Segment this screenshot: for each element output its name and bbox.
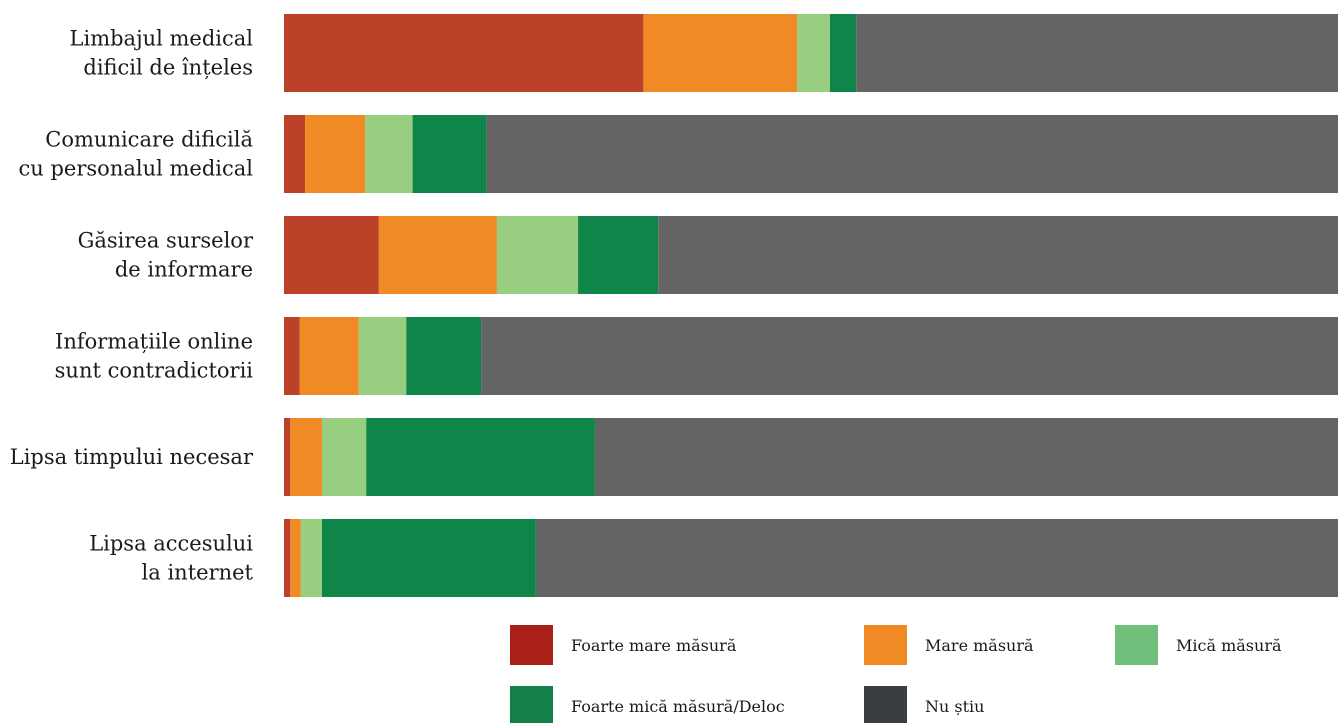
bar-segment [797, 14, 830, 92]
category-label-line: cu personalul medical [19, 157, 254, 181]
bar-segment [284, 115, 306, 193]
legend-item: Nu știu [864, 686, 984, 723]
category-label-line: Lipsa accesului [89, 532, 253, 556]
bar-segment [284, 216, 379, 294]
bar-segment [321, 519, 536, 597]
bar-segment [658, 216, 1338, 294]
bar-segment [366, 418, 595, 496]
legend-item: Mică măsură [1115, 625, 1282, 665]
legend: Foarte mare măsură Mare măsură Mică măsură… [510, 625, 1282, 723]
legend-label: Foarte mică măsură/Deloc [571, 697, 785, 716]
bar-segment [412, 115, 487, 193]
bar-segment [378, 216, 497, 294]
bar-segment [496, 216, 579, 294]
legend-item: Foarte mare măsură [510, 625, 737, 665]
legend-item: Foarte mică măsură/Deloc [510, 686, 785, 723]
category-label-line: sunt contradictorii [55, 359, 254, 383]
category-label-line: Găsirea surselor [78, 229, 254, 253]
bar-segment [594, 418, 1338, 496]
bar-segment [365, 115, 413, 193]
legend-swatch [864, 625, 907, 665]
bars-group [284, 14, 1338, 597]
bar-segment [535, 519, 1338, 597]
category-label-line: Informațiile online [55, 330, 253, 354]
bar-segment [290, 519, 301, 597]
bar-segment [300, 519, 322, 597]
category-label: Găsirea surselor de informare [78, 229, 254, 282]
bar-segment [358, 317, 407, 395]
category-label-line: Comunicare dificilă [45, 128, 253, 152]
bar-segment [643, 14, 798, 92]
legend-label: Foarte mare măsură [571, 636, 737, 655]
bar-segment [284, 418, 291, 496]
legend-swatch [1115, 625, 1158, 665]
legend-swatch [510, 686, 553, 723]
bar-segment [406, 317, 482, 395]
bar-segment [486, 115, 1338, 193]
bar-segment [481, 317, 1338, 395]
category-label: Lipsa accesului la internet [89, 532, 253, 585]
bar-segment [578, 216, 659, 294]
category-label-line: Limbajul medical [70, 27, 254, 51]
category-label-line: de informare [115, 258, 253, 282]
category-label: Lipsa timpului necesar [10, 445, 254, 469]
legend-swatch [510, 625, 553, 665]
bar-segment [284, 519, 291, 597]
bar-segment [290, 418, 322, 496]
bar-segment [305, 115, 366, 193]
bar-segment [829, 14, 857, 92]
category-label-line: Lipsa timpului necesar [10, 445, 254, 469]
category-label-line: la internet [142, 561, 254, 585]
category-label: Limbajul medical dificil de înțeles [70, 27, 254, 80]
category-label-line: dificil de înțeles [83, 56, 253, 80]
legend-label: Mare măsură [925, 636, 1034, 655]
category-label: Informațiile online sunt contradictorii [55, 330, 254, 383]
legend-label: Mică măsură [1176, 636, 1282, 655]
legend-label: Nu știu [925, 697, 984, 716]
category-label: Comunicare dificilă cu personalul medical [19, 128, 254, 181]
bar-segment [321, 418, 367, 496]
category-labels: Limbajul medical dificil de înțeles Comuni… [10, 27, 254, 585]
bar-segment [299, 317, 359, 395]
legend-swatch [864, 686, 907, 723]
bar-segment [284, 14, 644, 92]
bar-segment [856, 14, 1338, 92]
legend-item: Mare măsură [864, 625, 1034, 665]
bar-segment [284, 317, 300, 395]
